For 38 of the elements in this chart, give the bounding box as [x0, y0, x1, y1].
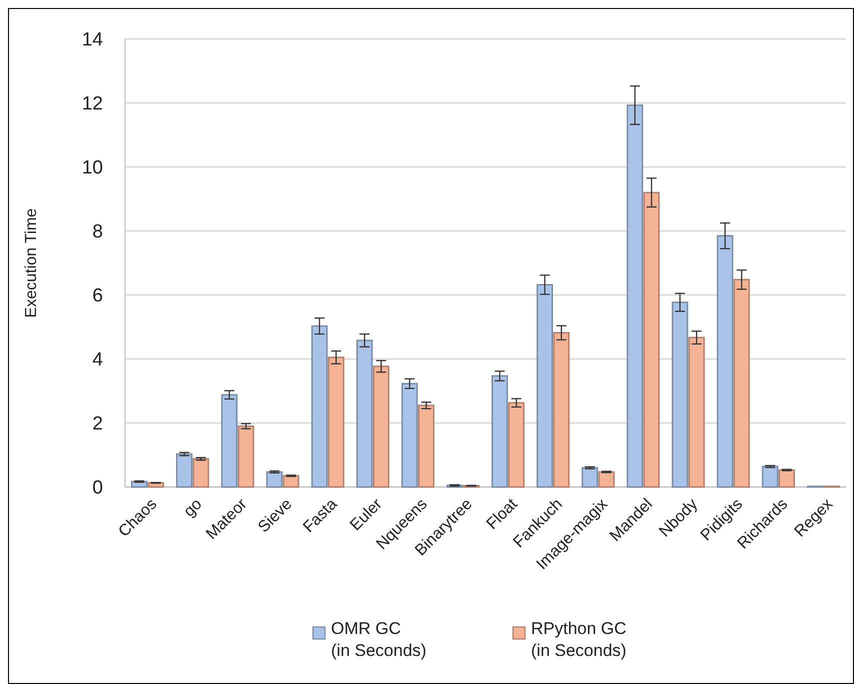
bar — [762, 466, 778, 488]
bar — [778, 469, 795, 488]
legend-label: RPython GC (in Seconds) — [531, 619, 626, 660]
bar — [626, 104, 644, 488]
bar — [266, 471, 283, 488]
y-tick-label: 12 — [82, 94, 103, 115]
y-tick-label: 10 — [82, 158, 103, 179]
bar — [221, 394, 238, 488]
bar — [311, 325, 328, 488]
bar — [372, 366, 390, 488]
y-tick-label: 14 — [82, 30, 104, 51]
bar — [282, 475, 300, 488]
legend-label: OMR GC (in Seconds) — [331, 619, 426, 660]
bar — [508, 402, 525, 488]
bar — [401, 382, 418, 488]
bar — [418, 404, 434, 488]
bar — [598, 471, 615, 488]
bar — [356, 340, 373, 488]
bar — [553, 332, 570, 488]
y-axis-title: Execution Time — [23, 208, 40, 318]
bar — [688, 336, 705, 488]
y-tick-label: 8 — [92, 222, 103, 243]
y-tick-label: 0 — [92, 478, 103, 499]
bar — [328, 356, 344, 488]
bar — [536, 284, 554, 488]
bar — [192, 458, 210, 488]
bar — [643, 192, 660, 488]
bar — [733, 278, 750, 488]
x-tick-label: go — [180, 496, 206, 520]
y-tick-label: 4 — [92, 350, 104, 371]
bar — [492, 375, 508, 488]
bar — [716, 235, 734, 488]
bar — [238, 425, 254, 488]
y-tick-label: 6 — [92, 286, 103, 307]
bar — [176, 453, 193, 488]
y-tick-label: 2 — [92, 414, 103, 435]
bar — [672, 302, 688, 488]
bar — [582, 467, 598, 488]
